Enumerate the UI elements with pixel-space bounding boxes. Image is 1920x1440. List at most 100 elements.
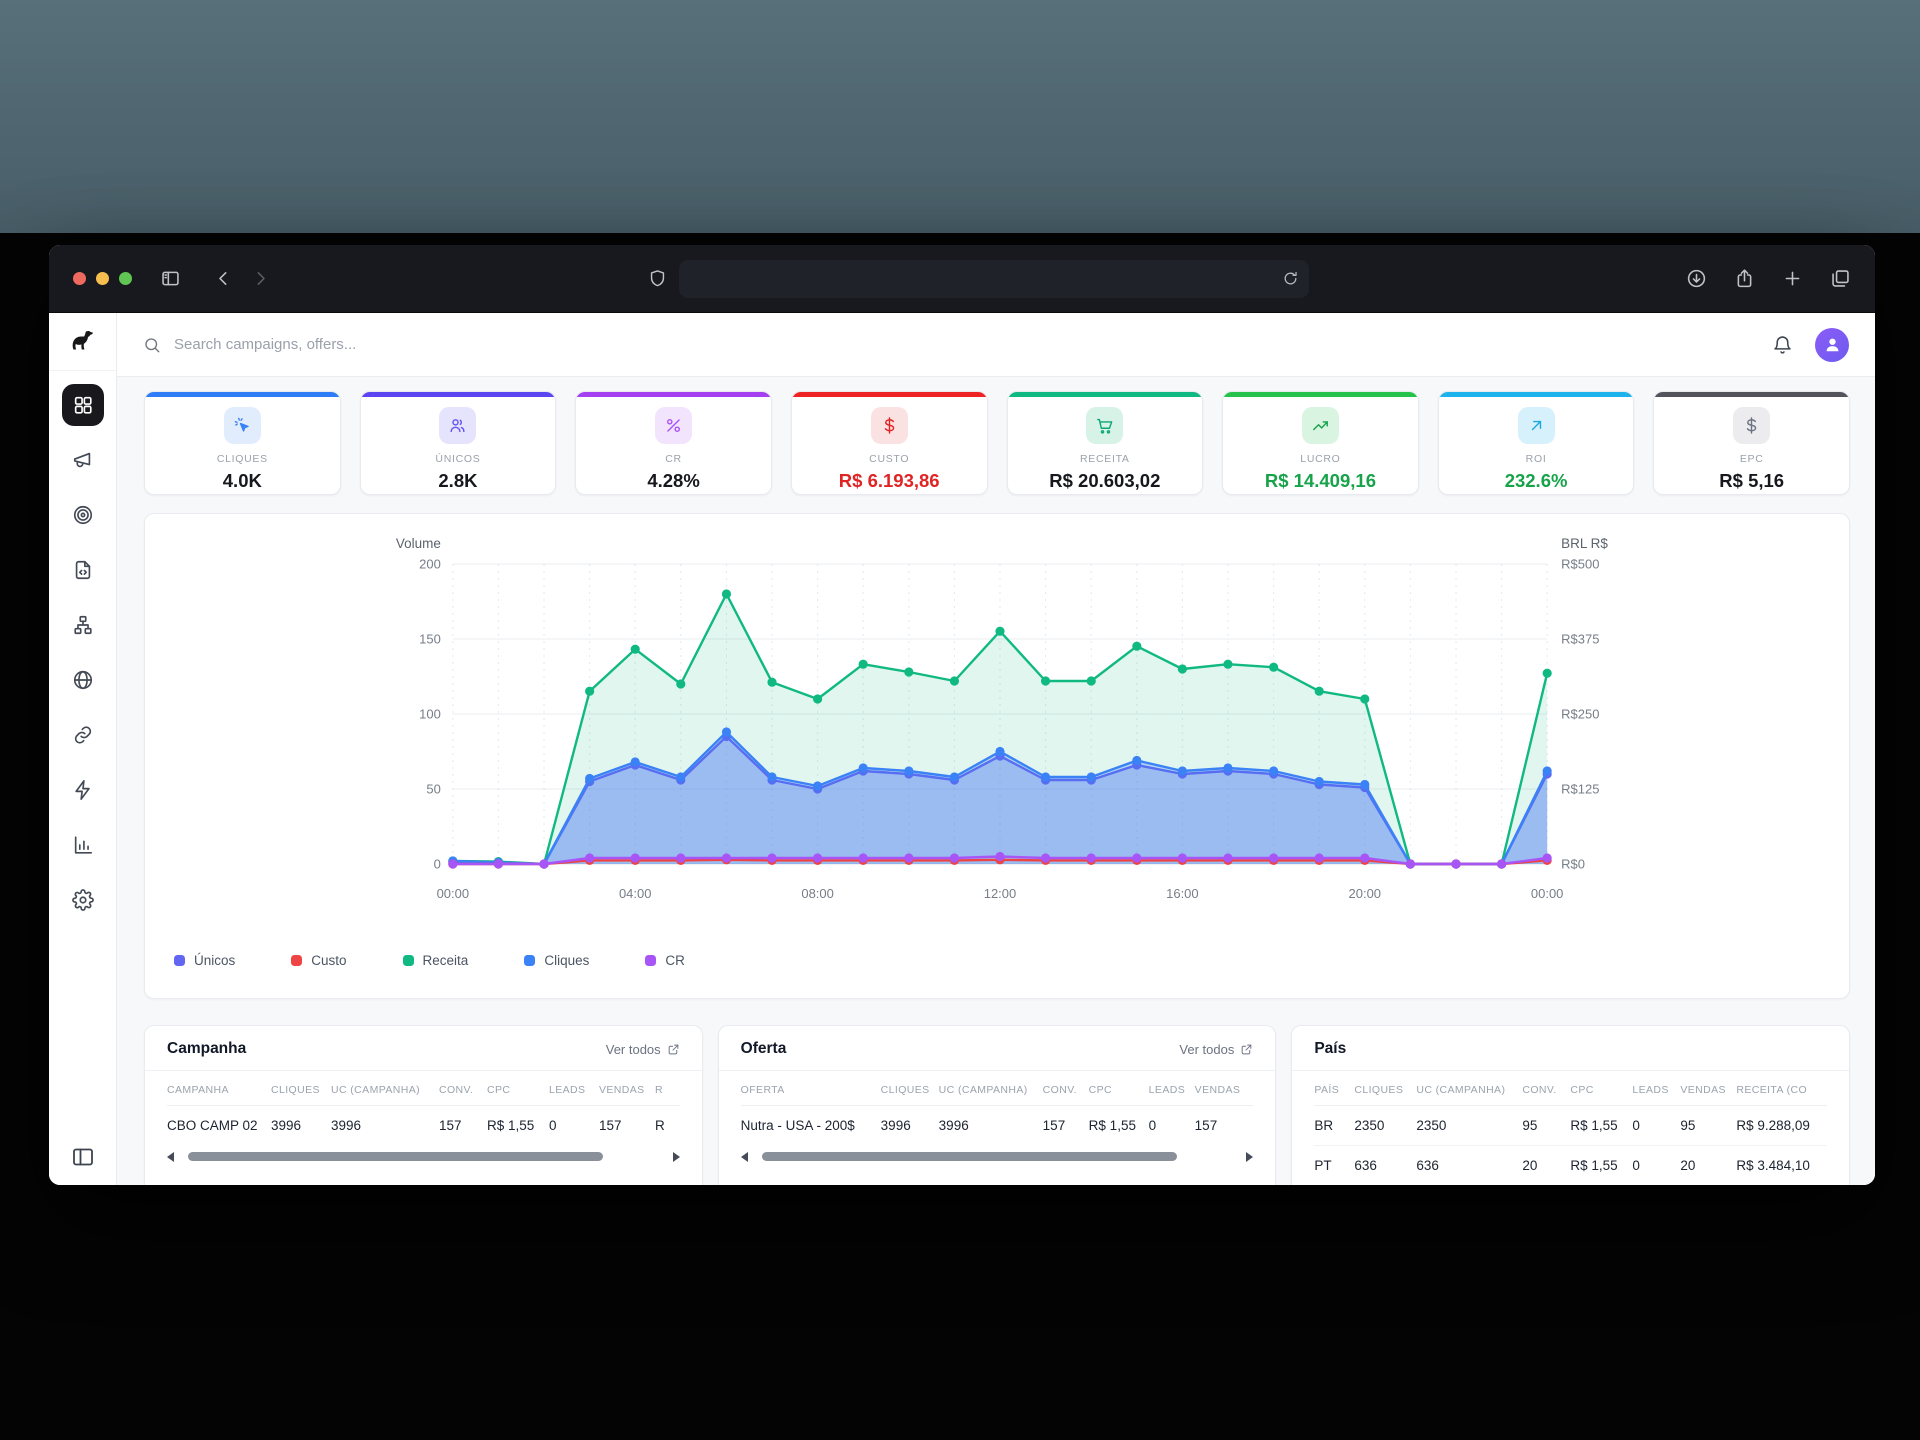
minimize-button[interactable] xyxy=(96,272,109,285)
table-title: Campanha xyxy=(167,1040,247,1057)
scrollbar-thumb[interactable] xyxy=(761,1152,1177,1161)
notifications-bell-icon[interactable] xyxy=(1772,334,1793,355)
reload-icon[interactable] xyxy=(1282,270,1299,287)
scrollbar-thumb[interactable] xyxy=(188,1152,604,1161)
sidebar-item-offers[interactable] xyxy=(62,494,104,536)
table-cell: CBO CAMP 02 xyxy=(167,1118,258,1133)
column-header: LEADS xyxy=(1148,1084,1186,1096)
table-cell: 95 xyxy=(1680,1118,1696,1133)
downloads-icon[interactable] xyxy=(1686,268,1707,289)
app-logo[interactable] xyxy=(49,313,116,371)
summary-tables-row: Campanha Ver todos CAMPANHA CLIQUES UC (CAMP… xyxy=(144,1025,1851,1185)
back-icon[interactable] xyxy=(213,268,234,289)
scroll-right-arrow[interactable] xyxy=(1246,1151,1254,1162)
megaphone-icon xyxy=(72,449,94,471)
cursor-click-icon xyxy=(223,407,261,444)
percent-icon xyxy=(655,407,693,444)
kpi-label: RECEITA xyxy=(1079,453,1130,465)
sidebar-item-links[interactable] xyxy=(62,714,104,756)
table-card-header: País xyxy=(1292,1026,1850,1071)
scrollbar-track[interactable] xyxy=(756,1152,1239,1161)
forward-icon[interactable] xyxy=(250,268,271,289)
address-bar[interactable] xyxy=(679,259,1309,298)
see-all-link[interactable]: Ver todos xyxy=(606,1042,680,1057)
table-cell: 2350 xyxy=(1416,1118,1447,1133)
address-input[interactable] xyxy=(679,270,1309,287)
table-row[interactable]: Nutra - USA - 200$ 3996 3996 157 R$ 1,55 0 157 xyxy=(741,1106,1254,1145)
kpi-accent-bar xyxy=(145,392,340,397)
column-header: VENDAS xyxy=(1680,1084,1726,1096)
share-icon[interactable] xyxy=(1734,268,1755,289)
sidebar-item-settings[interactable] xyxy=(62,879,104,921)
scrollbar-track[interactable] xyxy=(182,1152,665,1161)
scroll-right-arrow[interactable] xyxy=(672,1151,680,1162)
close-button[interactable] xyxy=(73,272,86,285)
search-input[interactable] xyxy=(174,336,594,353)
scroll-left-arrow[interactable] xyxy=(167,1151,174,1162)
privacy-shield-icon[interactable] xyxy=(648,269,667,288)
table-cell: Nutra - USA - 200$ xyxy=(740,1118,855,1133)
table-cell: 0 xyxy=(1632,1118,1640,1133)
kpi-accent-bar xyxy=(576,392,771,397)
svg-text:0: 0 xyxy=(434,856,441,871)
legend-item-cliques[interactable]: Cliques xyxy=(524,953,589,968)
external-link-icon xyxy=(667,1043,680,1056)
horizontal-scrollbar xyxy=(740,1145,1254,1163)
kpi-card--nicos: ÚNICOS 2.8K xyxy=(359,391,557,495)
collapse-sidebar-icon[interactable] xyxy=(71,1145,95,1169)
legend-item-cr[interactable]: CR xyxy=(645,953,685,968)
table-cell: R xyxy=(655,1118,665,1133)
tab-overview-icon[interactable] xyxy=(1830,268,1851,289)
hierarchy-icon xyxy=(72,614,94,636)
legend-item-custo[interactable]: Custo xyxy=(291,953,347,968)
sidebar-item-dashboard[interactable] xyxy=(61,384,104,426)
column-header: VENDAS xyxy=(599,1084,645,1096)
sidebar-item-reports[interactable] xyxy=(62,824,104,866)
legend-dot xyxy=(174,955,185,966)
legend-item-receita[interactable]: Receita xyxy=(402,953,468,968)
kpi-value: R$ 20.603,02 xyxy=(1049,470,1161,491)
table-row[interactable]: BR 2350 2350 95 R$ 1,55 0 95 R$ 9.288,09 xyxy=(1314,1106,1828,1146)
kpi-value: R$ 14.409,16 xyxy=(1264,470,1376,491)
kpi-accent-bar xyxy=(791,392,987,397)
scroll-left-arrow[interactable] xyxy=(740,1151,748,1162)
kpi-accent-bar xyxy=(360,392,556,397)
bar-chart-icon xyxy=(72,834,94,856)
table-cell: 157 xyxy=(1194,1118,1218,1133)
see-all-label: Ver todos xyxy=(1179,1041,1235,1057)
svg-text:200: 200 xyxy=(419,556,441,571)
sidebar-item-postbacks[interactable] xyxy=(62,549,104,591)
see-all-link[interactable]: Ver todos xyxy=(1179,1042,1253,1057)
column-header: OFERTA xyxy=(740,1084,785,1096)
table-cell: 0 xyxy=(1632,1158,1640,1173)
target-icon xyxy=(72,504,94,526)
table-row[interactable]: CBO CAMP 02 3996 3996 157 R$ 1,55 0 157 R xyxy=(167,1106,680,1145)
column-header: CONV. xyxy=(1042,1084,1077,1096)
dashboard-content: CLIQUES 4.0K ÚNICOS 2.8K CR 4.28% CUSTO R$ 6.19… xyxy=(117,377,1875,1185)
table-cell: 157 xyxy=(439,1118,462,1133)
users-icon xyxy=(439,407,477,444)
kpi-accent-bar xyxy=(1007,392,1203,397)
traffic-chart-card: 0 R$0 50 R$125 100 R$250 150 R$375 200 R$500 Volum… xyxy=(144,513,1850,999)
gear-icon xyxy=(71,889,94,911)
avatar[interactable] xyxy=(1815,327,1849,362)
table-row[interactable]: PT 636 636 20 R$ 1,55 0 20 R$ 3.484,10 xyxy=(1314,1146,1827,1185)
external-link-icon xyxy=(1240,1043,1253,1056)
zoom-button[interactable] xyxy=(119,272,132,285)
kpi-accent-bar xyxy=(1438,392,1634,397)
legend-item--nicos[interactable]: Únicos xyxy=(174,953,235,968)
kpi-label: CR xyxy=(665,453,682,465)
new-tab-icon[interactable] xyxy=(1782,268,1803,289)
sidebar-item-domains[interactable] xyxy=(62,659,104,701)
sidebar-item-campaigns[interactable] xyxy=(62,439,104,481)
column-header: LEADS xyxy=(549,1084,586,1096)
sidebar-item-automations[interactable] xyxy=(62,769,104,811)
svg-text:BRL R$: BRL R$ xyxy=(1561,536,1608,551)
svg-text:12:00: 12:00 xyxy=(984,886,1016,901)
browser-sidebar-toggle-icon[interactable] xyxy=(160,268,181,289)
column-header: UC (CAMPANHA) xyxy=(1416,1084,1506,1096)
table-cell: R$ 1,55 xyxy=(1570,1118,1618,1133)
sidebar-item-flows[interactable] xyxy=(62,604,104,646)
svg-text:R$500: R$500 xyxy=(1561,556,1599,571)
table-body: OFERTA CLIQUES UC (CAMPANHA) CONV. CPC LEADS V… xyxy=(719,1071,1276,1163)
